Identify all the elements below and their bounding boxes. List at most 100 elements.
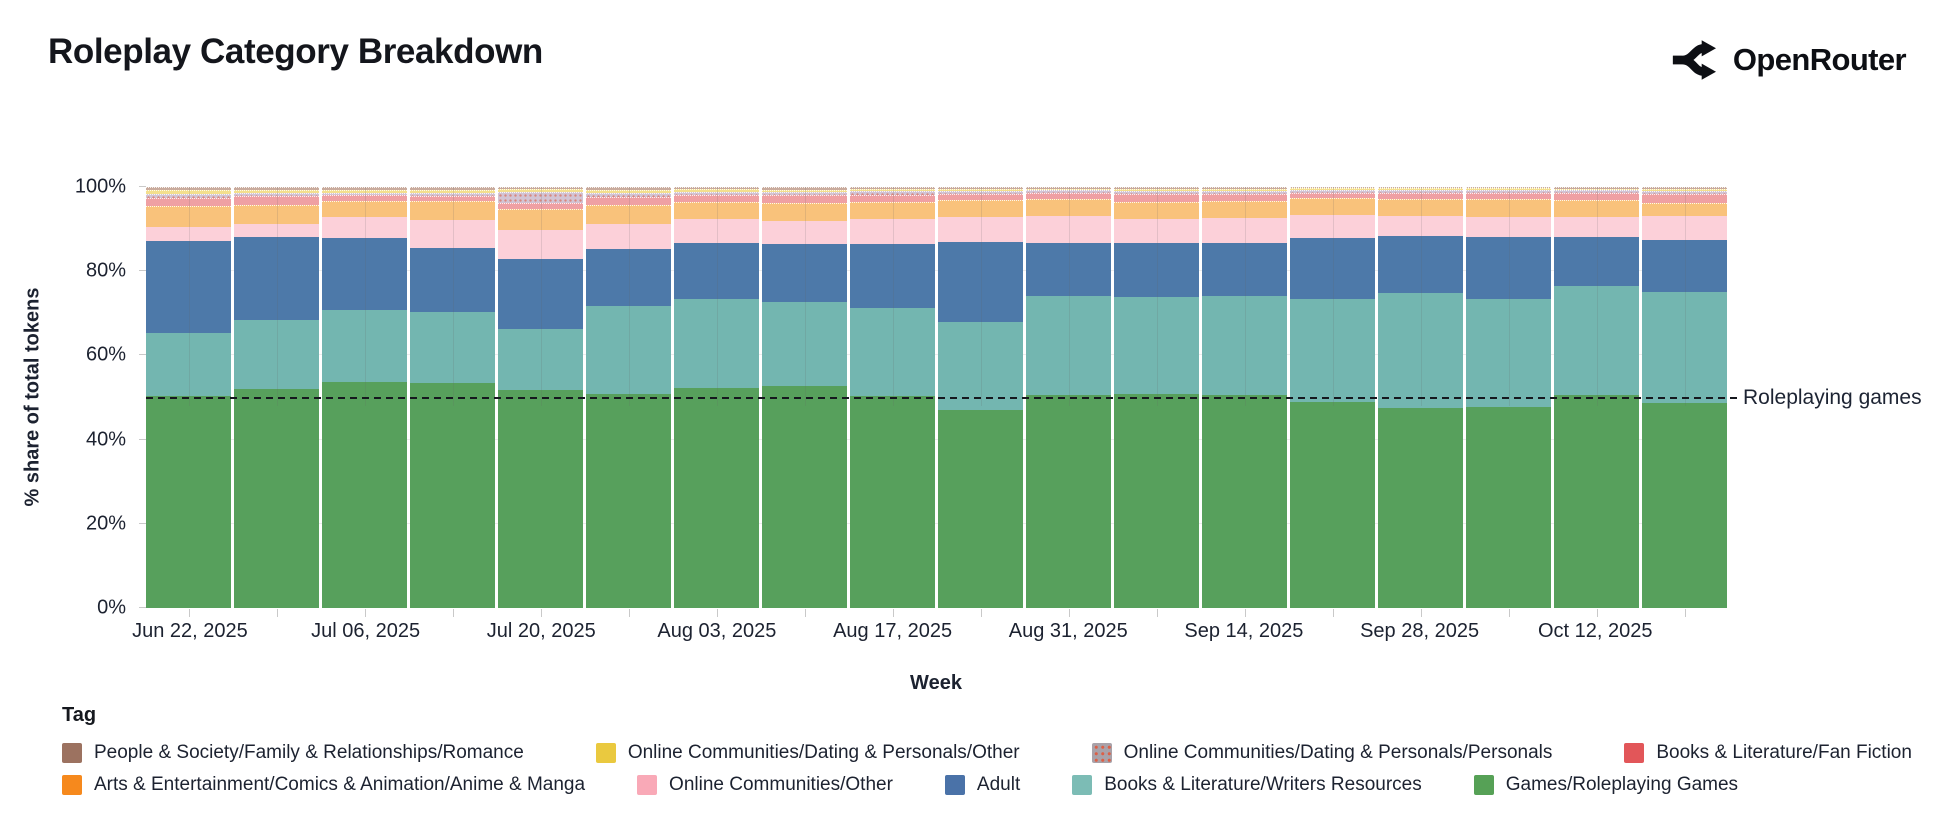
bar-segment[interactable] <box>146 333 231 397</box>
bar-segment[interactable] <box>938 410 1023 608</box>
bar-segment[interactable] <box>1026 243 1111 297</box>
bar-segment[interactable] <box>1378 292 1463 409</box>
bar-segment[interactable] <box>234 320 319 390</box>
bar-segment[interactable] <box>498 259 583 329</box>
legend-item[interactable]: Games/Roleplaying Games <box>1473 774 1738 796</box>
bar-segment[interactable] <box>1642 291 1727 403</box>
stacked-bar[interactable] <box>762 187 847 608</box>
bar-segment[interactable] <box>1114 193 1199 203</box>
bar-segment[interactable] <box>146 240 231 334</box>
bar-segment[interactable] <box>1114 202 1199 220</box>
stacked-bar[interactable] <box>1202 187 1287 608</box>
bar-segment[interactable] <box>850 219 935 245</box>
legend-item[interactable]: Arts & Entertainment/Comics & Animation/… <box>62 774 585 796</box>
bar-segment[interactable] <box>1378 408 1463 608</box>
bar-segment[interactable] <box>234 196 319 205</box>
bar-segment[interactable] <box>1290 299 1375 402</box>
bar-segment[interactable] <box>762 301 847 386</box>
legend-item[interactable]: Online Communities/Other <box>637 774 893 796</box>
bar-segment[interactable] <box>1026 198 1111 217</box>
bar-segment[interactable] <box>1642 203 1727 217</box>
bar-segment[interactable] <box>1114 297 1199 395</box>
bar-segment[interactable] <box>410 312 495 383</box>
bar-segment[interactable] <box>1554 216 1639 237</box>
bar-segment[interactable] <box>762 220 847 244</box>
bar-segment[interactable] <box>1026 216 1111 244</box>
bar-segment[interactable] <box>586 223 671 249</box>
bar-segment[interactable] <box>1378 198 1463 217</box>
bar-segment[interactable] <box>1466 406 1551 608</box>
bar-segment[interactable] <box>234 204 319 224</box>
bar-segment[interactable] <box>938 241 1023 322</box>
bar-segment[interactable] <box>674 202 759 220</box>
stacked-bar[interactable] <box>146 187 231 608</box>
stacked-bar[interactable] <box>1642 187 1727 608</box>
stacked-bar[interactable] <box>234 187 319 608</box>
bar-segment[interactable] <box>234 389 319 608</box>
bar-segment[interactable] <box>1290 401 1375 608</box>
bar-segment[interactable] <box>322 217 407 239</box>
bar-segment[interactable] <box>322 309 407 382</box>
bar-segment[interactable] <box>146 396 231 608</box>
stacked-bar[interactable] <box>498 187 583 608</box>
bar-segment[interactable] <box>674 243 759 300</box>
bar-segment[interactable] <box>498 192 583 203</box>
bar-segment[interactable] <box>1554 199 1639 217</box>
bar-segment[interactable] <box>674 387 759 608</box>
stacked-bar[interactable] <box>1026 187 1111 608</box>
bar-segment[interactable] <box>410 382 495 608</box>
bar-segment[interactable] <box>1642 216 1727 241</box>
bar-segment[interactable] <box>498 389 583 608</box>
bar-segment[interactable] <box>850 308 935 396</box>
bar-segment[interactable] <box>850 201 935 220</box>
bar-segment[interactable] <box>1202 295 1287 395</box>
bar-segment[interactable] <box>498 229 583 260</box>
legend-item[interactable]: Online Communities/Dating & Personals/Pe… <box>1091 742 1552 764</box>
bar-segment[interactable] <box>586 394 671 608</box>
openrouter-logo[interactable]: OpenRouter <box>1670 38 1907 82</box>
bar-segment[interactable] <box>1554 236 1639 286</box>
stacked-bar[interactable] <box>850 187 935 608</box>
bar-segment[interactable] <box>1290 237 1375 299</box>
legend-item[interactable]: Online Communities/Dating & Personals/Ot… <box>595 742 1020 764</box>
stacked-bar[interactable] <box>322 187 407 608</box>
bar-segment[interactable] <box>1642 240 1727 292</box>
bar-segment[interactable] <box>146 205 231 228</box>
bar-segment[interactable] <box>1114 219 1199 244</box>
bar-segment[interactable] <box>762 243 847 302</box>
bar-segment[interactable] <box>674 219 759 244</box>
bar-segment[interactable] <box>322 238 407 310</box>
bar-segment[interactable] <box>1642 402 1727 608</box>
bar-segment[interactable] <box>850 244 935 309</box>
stacked-bar[interactable] <box>938 187 1023 608</box>
stacked-bar[interactable] <box>1554 187 1639 608</box>
bar-segment[interactable] <box>1114 394 1199 608</box>
bar-segment[interactable] <box>234 223 319 237</box>
bar-segment[interactable] <box>938 200 1023 218</box>
stacked-bar[interactable] <box>1114 187 1199 608</box>
bar-segment[interactable] <box>1466 299 1551 407</box>
bar-segment[interactable] <box>322 381 407 608</box>
legend-item[interactable]: Books & Literature/Writers Resources <box>1072 774 1422 796</box>
bar-segment[interactable] <box>322 200 407 218</box>
bar-segment[interactable] <box>1290 198 1375 216</box>
bar-segment[interactable] <box>1554 394 1639 608</box>
bar-segment[interactable] <box>1202 201 1287 219</box>
bar-segment[interactable] <box>1026 296 1111 395</box>
bar-segment[interactable] <box>674 299 759 388</box>
stacked-bar[interactable] <box>586 187 671 608</box>
bar-segment[interactable] <box>586 305 671 395</box>
bar-segment[interactable] <box>1378 235 1463 293</box>
bar-segment[interactable] <box>146 227 231 241</box>
legend-item[interactable]: Books & Literature/Fan Fiction <box>1624 742 1912 764</box>
bar-segment[interactable] <box>850 395 935 608</box>
bar-segment[interactable] <box>850 194 935 202</box>
bar-segment[interactable] <box>498 328 583 390</box>
bar-segment[interactable] <box>410 219 495 249</box>
bar-segment[interactable] <box>1378 216 1463 236</box>
bar-segment[interactable] <box>146 197 231 206</box>
bar-segment[interactable] <box>1290 215 1375 238</box>
bar-segment[interactable] <box>1202 218 1287 244</box>
stacked-bar[interactable] <box>1290 187 1375 608</box>
bar-segment[interactable] <box>410 201 495 220</box>
